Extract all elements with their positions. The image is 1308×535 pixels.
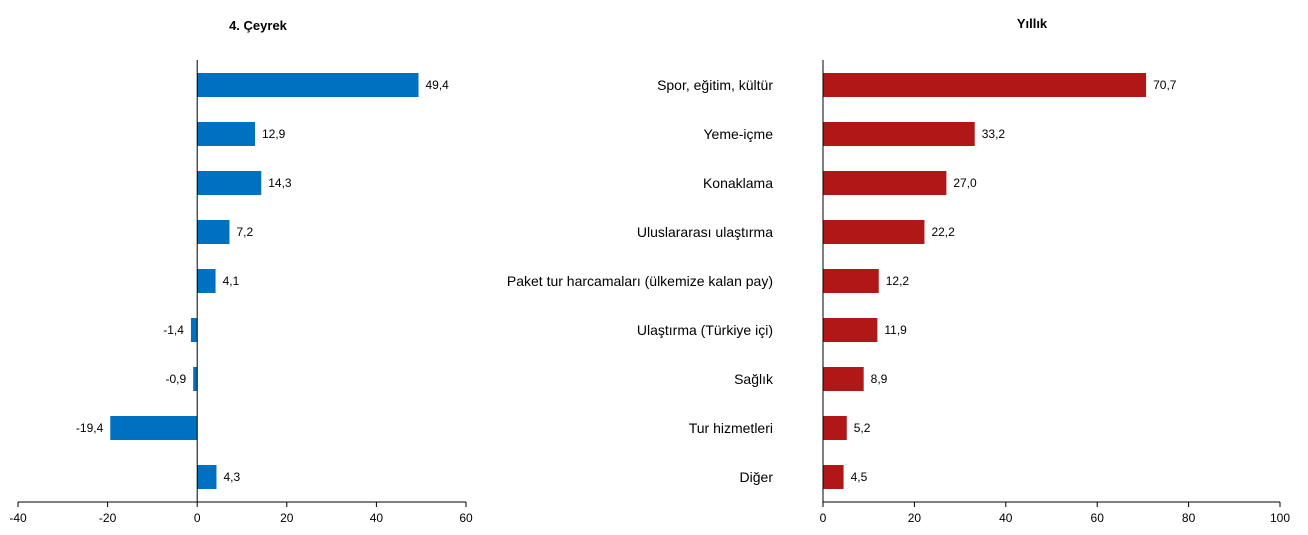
left-data-label: 12,9 (262, 127, 286, 141)
right-x-tick-label: 0 (820, 511, 827, 525)
right-data-label: 12,2 (886, 274, 910, 288)
left-bar (197, 73, 419, 97)
left-bar (193, 367, 198, 391)
right-x-tick-label: 100 (1270, 511, 1290, 525)
left-bar (197, 269, 216, 293)
left-data-label: -0,9 (165, 372, 186, 386)
left-bar (110, 416, 198, 440)
left-bar (190, 318, 198, 342)
left-bar-chart: 49,4 12,9 14,3 7,2 4,1 -1,4 -0,9 -19,4 4,3 -40 -20… (9, 60, 473, 525)
right-data-label: 4,5 (851, 470, 868, 484)
right-bar (823, 122, 975, 146)
right-bar (823, 269, 879, 293)
right-bar (823, 465, 844, 489)
right-data-label: 5,2 (854, 421, 871, 435)
right-category-label: Uluslararası ulaştırma (637, 224, 773, 240)
right-data-label: 8,9 (871, 372, 888, 386)
left-bar (197, 220, 230, 244)
left-data-label: 7,2 (236, 225, 253, 239)
right-bar (823, 367, 864, 391)
left-data-label: 14,3 (268, 176, 292, 190)
left-x-tick-label: 20 (280, 511, 294, 525)
left-data-label: 4,3 (223, 470, 240, 484)
right-bar (823, 73, 1147, 97)
right-category-label: Diğer (740, 469, 774, 485)
left-data-label: 4,1 (223, 274, 240, 288)
right-x-tick-label: 40 (999, 511, 1013, 525)
left-x-tick-label: -40 (9, 511, 27, 525)
right-category-label: Konaklama (703, 175, 773, 191)
left-x-tick-label: 60 (459, 511, 473, 525)
left-chart-title: 4. Çeyrek (229, 18, 288, 33)
right-x-tick-label: 80 (1182, 511, 1196, 525)
right-data-label: 33,2 (982, 127, 1006, 141)
right-category-label: Spor, eğitim, kültür (657, 77, 773, 93)
left-bar (197, 465, 217, 489)
left-bar (197, 122, 255, 146)
right-bar (823, 416, 847, 440)
right-chart-title: Yıllık (1017, 16, 1048, 31)
right-bar (823, 318, 878, 342)
right-bar-chart: 70,7 33,2 27,0 22,2 12,2 11,9 8,9 5,2 4,5 0 20 40 60… (507, 60, 1290, 525)
right-category-label: Ulaştırma (Türkiye içi) (637, 322, 773, 338)
right-bar (823, 220, 925, 244)
right-data-label: 27,0 (953, 176, 977, 190)
left-data-label: -19,4 (76, 421, 104, 435)
right-data-label: 22,2 (931, 225, 955, 239)
right-bar (823, 171, 947, 195)
right-data-label: 11,9 (884, 323, 907, 337)
left-bar (197, 171, 262, 195)
left-x-tick-label: 40 (370, 511, 384, 525)
right-x-tick-label: 60 (1091, 511, 1105, 525)
right-x-tick-label: 20 (908, 511, 922, 525)
left-x-tick-label: -20 (99, 511, 117, 525)
right-category-label: Paket tur harcamaları (ülkemize kalan pa… (507, 273, 773, 289)
left-data-label: -1,4 (163, 323, 184, 337)
right-data-label: 70,7 (1153, 78, 1177, 92)
right-category-label: Tur hizmetleri (689, 420, 773, 436)
right-category-label: Yeme-içme (703, 126, 773, 142)
left-x-tick-label: 0 (194, 511, 201, 525)
right-category-label: Sağlık (734, 371, 774, 387)
left-data-label: 49,4 (426, 78, 450, 92)
